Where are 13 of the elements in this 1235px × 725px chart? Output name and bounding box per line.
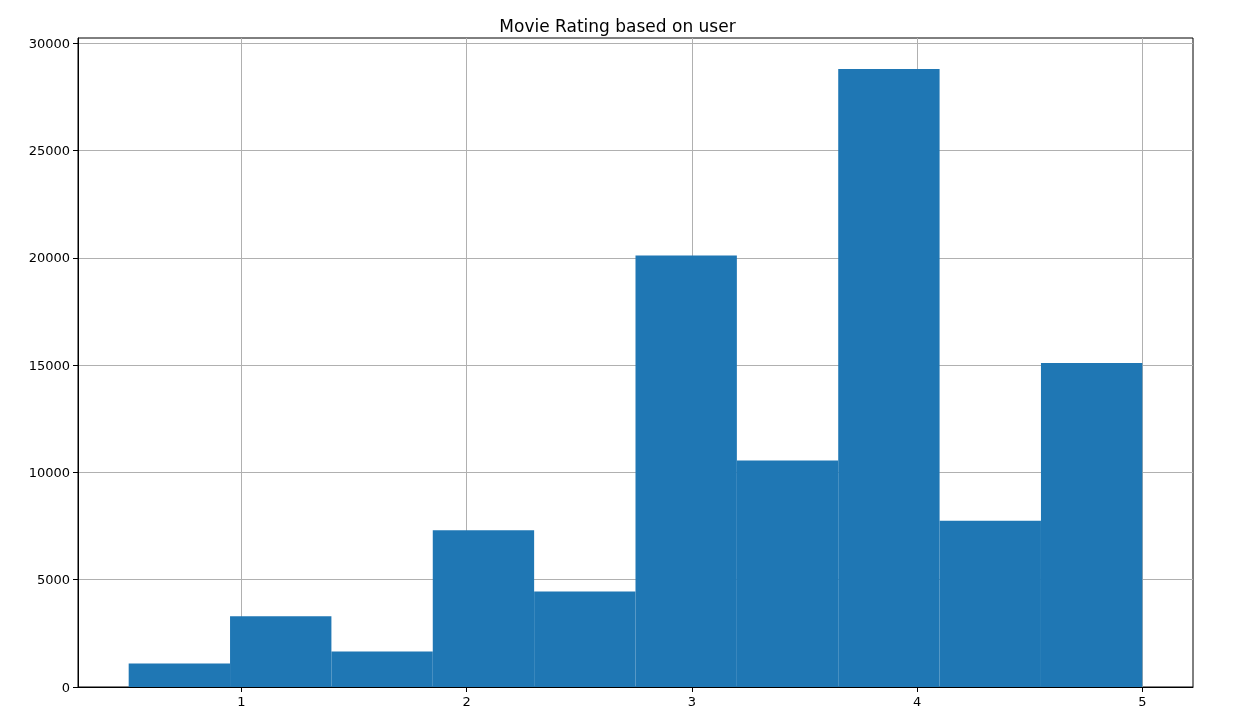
x-tick-label: 2 (462, 694, 471, 709)
x-tick-label: 4 (912, 694, 922, 709)
y-tick-label: 5000 (36, 572, 70, 588)
y-tick-label: 30000 (28, 35, 70, 51)
y-tick-label: 15000 (28, 357, 70, 373)
x-tick-label: 5 (1138, 694, 1147, 709)
y-tick-label: 10000 (28, 464, 70, 480)
chart-title: Movie Rating based on user (499, 15, 736, 36)
y-tick-label: 25000 (28, 142, 70, 158)
y-tick-label: 20000 (28, 250, 70, 266)
x-tick-label: 1 (237, 694, 246, 709)
x-tick-label: 3 (687, 694, 696, 709)
y-tick-label: 0 (61, 679, 70, 695)
